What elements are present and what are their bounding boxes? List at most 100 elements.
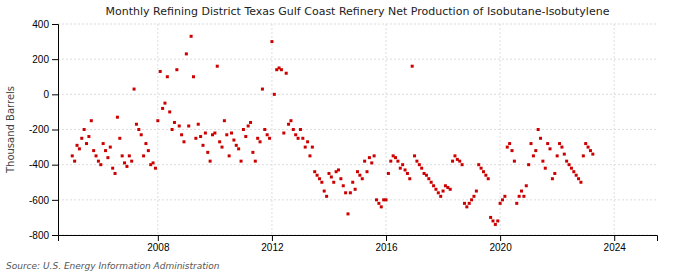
point (197, 123, 200, 126)
point (323, 190, 326, 193)
point (316, 174, 319, 177)
point (247, 124, 250, 127)
point (109, 146, 112, 149)
tick-label: 2008 (147, 242, 170, 253)
point (582, 154, 585, 157)
point (589, 149, 592, 152)
point (477, 163, 480, 166)
point (389, 160, 392, 163)
grid (58, 24, 657, 235)
point (461, 163, 464, 166)
axis-line (52, 25, 59, 236)
point (118, 137, 121, 140)
point (156, 119, 159, 122)
tick: 2024 (604, 235, 627, 253)
point (351, 181, 354, 184)
point (377, 202, 380, 205)
point (482, 170, 485, 173)
point (487, 177, 490, 180)
point (256, 137, 259, 140)
point (396, 160, 399, 163)
point (240, 160, 243, 163)
point (380, 205, 383, 208)
tick: 0 (43, 89, 58, 100)
point (182, 140, 185, 143)
grid-line (500, 24, 501, 235)
point (399, 167, 402, 170)
point (349, 191, 352, 194)
point (216, 65, 219, 68)
point (76, 144, 79, 147)
point (411, 65, 414, 68)
point (228, 154, 231, 157)
point (204, 132, 207, 135)
point (537, 128, 540, 131)
point (387, 172, 390, 175)
tick: -600 (29, 195, 58, 206)
point (470, 198, 473, 201)
point (114, 172, 117, 175)
point (171, 128, 174, 131)
point (413, 154, 416, 157)
point (71, 154, 74, 157)
point (280, 68, 283, 71)
point (178, 124, 181, 127)
point (85, 142, 88, 145)
point (270, 40, 273, 43)
point (142, 154, 145, 157)
tick-label: 2020 (489, 242, 512, 253)
point (90, 119, 93, 122)
grid-line (58, 59, 657, 60)
point (232, 139, 235, 142)
point (494, 223, 497, 226)
point (342, 184, 345, 187)
point (584, 142, 587, 145)
point (551, 177, 554, 180)
tick: 2016 (375, 235, 398, 253)
tick-mark (386, 235, 387, 241)
point (137, 128, 140, 131)
tick-mark (52, 200, 58, 201)
point (354, 188, 357, 191)
point (308, 154, 311, 157)
tick-mark (52, 130, 58, 131)
point (591, 153, 594, 156)
point (128, 154, 131, 157)
point (287, 123, 290, 126)
point (175, 68, 178, 71)
point (209, 160, 212, 163)
tick-mark (52, 165, 58, 166)
point (375, 198, 378, 201)
axis-line (59, 236, 658, 242)
point (394, 156, 397, 159)
point (534, 149, 537, 152)
point (125, 165, 128, 168)
point (123, 161, 126, 164)
point (130, 160, 133, 163)
point (104, 149, 107, 152)
x-axis: 20082012201620202024 (59, 235, 658, 253)
point (73, 160, 76, 163)
point (106, 156, 109, 159)
tick: 2020 (489, 235, 512, 253)
point (80, 137, 83, 140)
point (87, 135, 90, 138)
point (221, 146, 224, 149)
tick: 400 (32, 19, 58, 30)
point (565, 160, 568, 163)
point (544, 167, 547, 170)
point (330, 175, 333, 178)
point (572, 170, 575, 173)
point (259, 140, 262, 143)
tick-label: 2024 (604, 242, 627, 253)
point (451, 160, 454, 163)
tick-mark (158, 235, 159, 241)
point (475, 190, 478, 193)
point (254, 160, 257, 163)
tick-label: 200 (32, 54, 49, 65)
point (518, 195, 521, 198)
point (187, 124, 190, 127)
points (71, 35, 595, 226)
point (263, 128, 266, 131)
point (337, 168, 340, 171)
